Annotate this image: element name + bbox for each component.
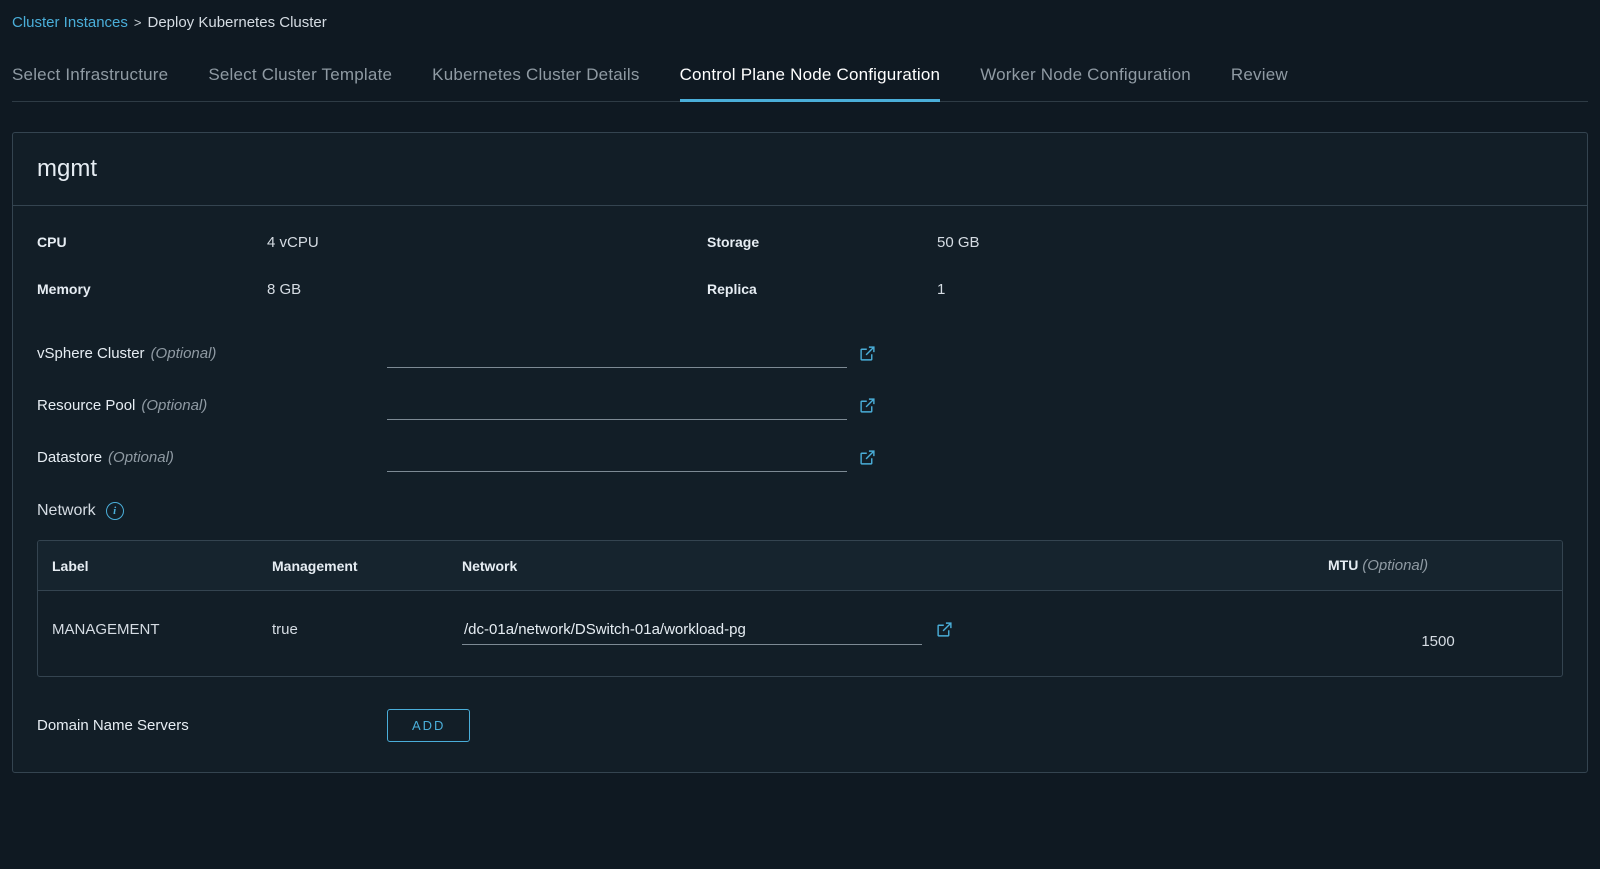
datastore-optional: (Optional)	[108, 449, 174, 466]
tab-worker-node-configuration[interactable]: Worker Node Configuration	[980, 55, 1191, 102]
row-management: true	[272, 621, 462, 638]
tab-control-plane-node-configuration[interactable]: Control Plane Node Configuration	[680, 55, 941, 102]
spec-grid: CPU 4 vCPU Storage 50 GB Memory 8 GB Rep…	[37, 234, 1563, 298]
datastore-input[interactable]	[387, 442, 847, 472]
breadcrumb-current: Deploy Kubernetes Cluster	[147, 14, 326, 31]
datastore-label: Datastore	[37, 449, 102, 466]
vsphere-cluster-input[interactable]	[387, 338, 847, 368]
row-mtu: 1500	[1328, 609, 1548, 650]
tab-select-cluster-template[interactable]: Select Cluster Template	[208, 55, 392, 102]
vsphere-cluster-label: vSphere Cluster	[37, 345, 145, 362]
table-row: MANAGEMENT true 1500	[38, 591, 1562, 676]
col-label: Label	[52, 558, 272, 574]
resource-pool-label: Resource Pool	[37, 397, 135, 414]
resource-pool-optional: (Optional)	[141, 397, 207, 414]
panel-title: mgmt	[13, 133, 1587, 206]
network-heading: Network	[37, 502, 96, 520]
cpu-label: CPU	[37, 234, 267, 251]
breadcrumb: Cluster Instances > Deploy Kubernetes Cl…	[12, 14, 1588, 31]
row-label: MANAGEMENT	[52, 621, 272, 638]
add-dns-button[interactable]: ADD	[387, 709, 470, 742]
replica-value: 1	[937, 281, 1563, 298]
col-mtu: MTU (Optional)	[1328, 557, 1548, 574]
external-link-icon[interactable]	[859, 449, 876, 466]
col-management: Management	[272, 558, 462, 574]
external-link-icon[interactable]	[859, 345, 876, 362]
external-link-icon[interactable]	[859, 397, 876, 414]
breadcrumb-separator: >	[134, 15, 142, 30]
vsphere-cluster-optional: (Optional)	[151, 345, 217, 362]
tab-review[interactable]: Review	[1231, 55, 1288, 102]
external-link-icon[interactable]	[936, 621, 953, 638]
resource-pool-input[interactable]	[387, 390, 847, 420]
memory-label: Memory	[37, 281, 267, 298]
storage-value: 50 GB	[937, 234, 1563, 251]
cpu-value: 4 vCPU	[267, 234, 707, 251]
replica-label: Replica	[707, 281, 937, 298]
info-icon[interactable]: i	[106, 502, 124, 520]
network-table: Label Management Network MTU (Optional) …	[37, 540, 1563, 677]
memory-value: 8 GB	[267, 281, 707, 298]
config-panel: mgmt CPU 4 vCPU Storage 50 GB Memory 8 G…	[12, 132, 1588, 773]
dns-label: Domain Name Servers	[37, 717, 387, 734]
breadcrumb-root-link[interactable]: Cluster Instances	[12, 14, 128, 31]
col-network: Network	[462, 558, 1328, 574]
wizard-tabs: Select Infrastructure Select Cluster Tem…	[12, 55, 1588, 102]
tab-select-infrastructure[interactable]: Select Infrastructure	[12, 55, 168, 102]
network-path-input[interactable]	[462, 615, 922, 645]
tab-kubernetes-cluster-details[interactable]: Kubernetes Cluster Details	[432, 55, 639, 102]
storage-label: Storage	[707, 234, 937, 251]
